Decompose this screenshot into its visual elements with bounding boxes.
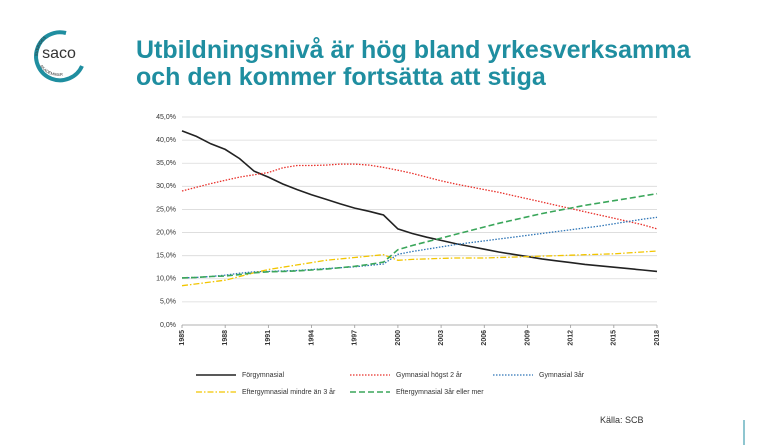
x-tick-label: 1985 — [179, 330, 186, 346]
x-tick-label: 2015 — [611, 330, 618, 346]
legend-label: Gymnasial 3år — [539, 371, 585, 379]
y-tick-label: 25,0% — [156, 206, 176, 213]
logo-ring — [34, 30, 84, 83]
title-line: och den kommer fortsätta att stiga — [136, 63, 547, 91]
source: Källa: SCB — [600, 415, 644, 425]
series-line — [181, 163, 658, 230]
title-line: Utbildningsnivå är hög bland yrkesverksa… — [136, 36, 691, 64]
y-tick-label: 0,0% — [160, 322, 176, 329]
logo-text: saco — [42, 45, 76, 62]
x-tick-label: 2012 — [567, 330, 574, 346]
x-tick-label: 2006 — [481, 330, 488, 346]
x-tick-label: 1997 — [352, 330, 359, 346]
x-tick-label: 2000 — [395, 330, 402, 346]
series-line — [181, 216, 658, 279]
x-tick-label: 2018 — [654, 330, 661, 346]
legend-label: Förgymnasial — [242, 372, 284, 379]
legend-label: Eftergymnasial 3år eller mer — [396, 388, 484, 396]
x-tick-label: 2009 — [524, 330, 531, 346]
legend-label: Gymnasial högst 2 år — [396, 371, 463, 379]
series-line — [181, 250, 658, 287]
y-tick-label: 35,0% — [156, 160, 176, 167]
y-tick-label: 20,0% — [156, 229, 176, 236]
y-tick-label: 15,0% — [156, 253, 176, 260]
series-line — [181, 192, 658, 279]
y-tick-label: 5,0% — [160, 299, 176, 306]
chart: 0,0% 5,0% 10,0% 15,0% 20,0% 25,0% 30,0% 35,0% 40… — [156, 114, 661, 396]
y-tick-label: 30,0% — [156, 183, 176, 190]
x-tick-label: 1988 — [222, 330, 229, 346]
y-tick-label: 40,0% — [156, 137, 176, 144]
legend-label: Eftergymnasial mindre än 3 år — [242, 388, 336, 396]
x-tick-label: 2003 — [438, 330, 445, 346]
x-tick-label: 1991 — [265, 330, 272, 346]
y-tick-label: 10,0% — [156, 276, 176, 283]
y-tick-label: 45,0% — [156, 114, 176, 121]
x-tick-label: 1994 — [308, 330, 315, 346]
